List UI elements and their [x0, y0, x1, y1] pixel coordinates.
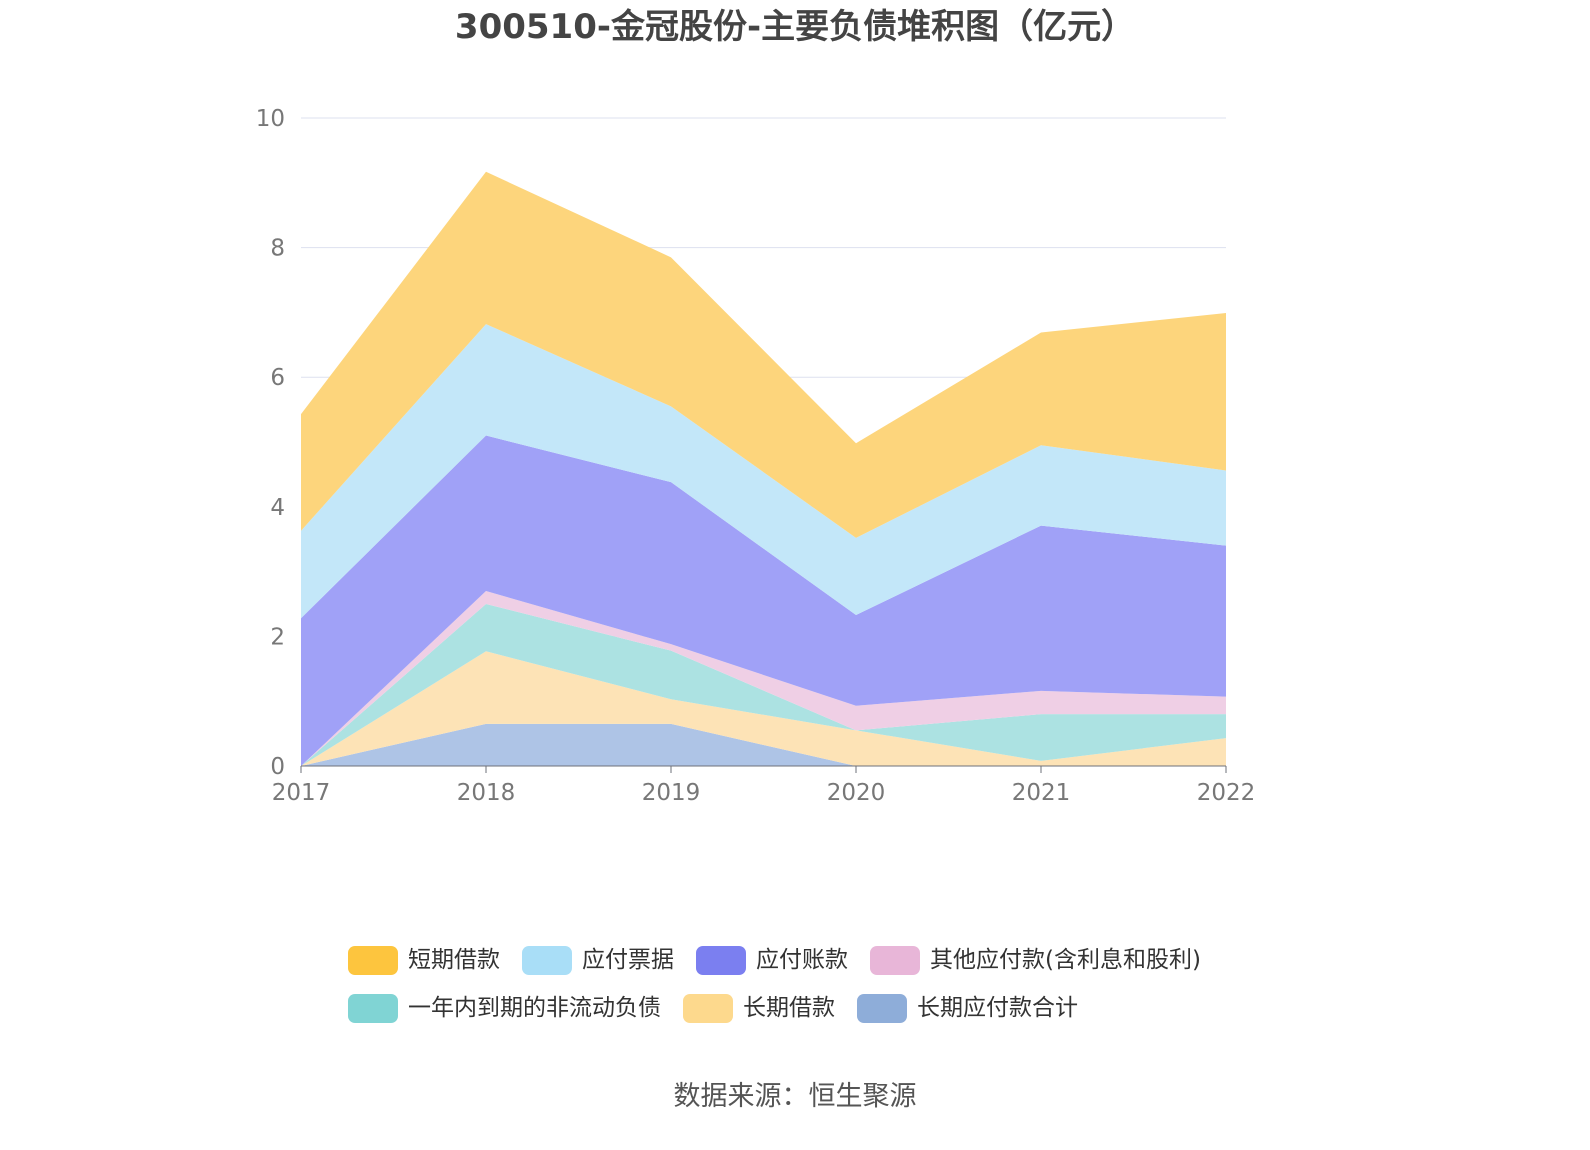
x-tick-label: 2019 [642, 780, 701, 806]
legend-swatch [683, 993, 733, 1023]
legend-item-notes-payable[interactable]: 应付票据 [522, 945, 674, 975]
legend-swatch [348, 945, 398, 975]
y-tick-label: 2 [270, 624, 285, 650]
x-tick-label: 2020 [827, 780, 886, 806]
legend-label: 长期应付款合计 [917, 994, 1078, 1021]
area-series [301, 435, 1226, 766]
legend-row-1: 短期借款 应付票据 应付账款 其他应付款(含利息和股利) [348, 936, 1248, 984]
legend-item-accounts-payable[interactable]: 应付账款 [696, 945, 848, 975]
area-series [301, 651, 1226, 766]
y-tick-label: 4 [270, 495, 285, 521]
legend-item-long-term-borrowing[interactable]: 长期借款 [683, 993, 835, 1023]
legend-swatch [348, 993, 398, 1023]
chart-title: 300510-金冠股份-主要负债堆积图（亿元） [454, 7, 1136, 47]
y-tick-label: 6 [270, 365, 285, 391]
y-tick-label: 10 [256, 106, 285, 132]
legend-label: 短期借款 [408, 946, 500, 973]
area-series [301, 171, 1226, 538]
legend-label: 一年内到期的非流动负债 [408, 994, 661, 1021]
stacked-area-chart: 2017 2018 2019 2020 2021 2022 0 2 4 6 8 10 [256, 106, 1256, 806]
legend-item-current-portion-noncurrent[interactable]: 一年内到期的非流动负债 [348, 993, 661, 1023]
legend-item-long-term-payables[interactable]: 长期应付款合计 [857, 993, 1078, 1023]
legend-item-short-term-borrowing[interactable]: 短期借款 [348, 945, 500, 975]
x-tick-label: 2017 [272, 780, 331, 806]
y-tick-label: 0 [270, 754, 285, 780]
legend-label: 应付账款 [756, 946, 848, 973]
legend-swatch [696, 945, 746, 975]
data-source: 数据来源：恒生聚源 [673, 1081, 917, 1112]
legend-swatch [870, 945, 920, 975]
legend-label: 长期借款 [743, 994, 835, 1021]
legend-row-2: 一年内到期的非流动负债 长期借款 长期应付款合计 [348, 984, 1248, 1032]
legend-label: 应付票据 [582, 946, 674, 973]
x-tick-label: 2021 [1012, 780, 1071, 806]
area-series [301, 324, 1226, 619]
area-series [301, 591, 1226, 766]
y-tick-label: 8 [270, 236, 285, 262]
x-tick-label: 2018 [457, 780, 516, 806]
chart-legend: 短期借款 应付票据 应付账款 其他应付款(含利息和股利) 一年内到期的非流动负债… [348, 936, 1248, 1032]
legend-swatch [522, 945, 572, 975]
area-series [301, 604, 1226, 766]
legend-item-other-payables[interactable]: 其他应付款(含利息和股利) [870, 945, 1201, 975]
legend-label: 其他应付款(含利息和股利) [930, 946, 1201, 973]
x-tick-label: 2022 [1197, 780, 1256, 806]
legend-swatch [857, 993, 907, 1023]
